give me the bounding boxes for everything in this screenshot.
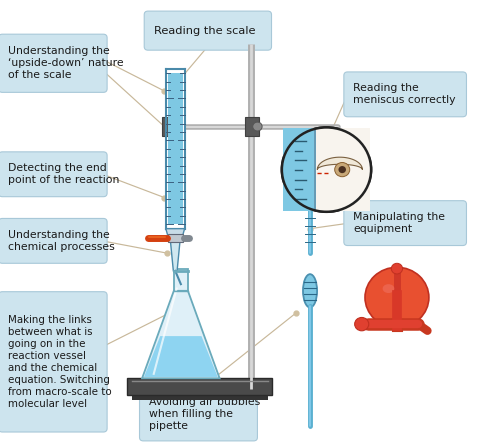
Bar <box>162 117 176 136</box>
Polygon shape <box>142 291 220 378</box>
Circle shape <box>335 163 350 177</box>
Text: Manipulating the
equipment: Manipulating the equipment <box>353 212 445 234</box>
FancyBboxPatch shape <box>140 387 257 441</box>
Ellipse shape <box>303 274 317 308</box>
Bar <box>245 117 259 136</box>
Bar <box>127 378 273 395</box>
FancyBboxPatch shape <box>0 292 107 432</box>
Text: Understanding the
chemical processes: Understanding the chemical processes <box>8 230 115 252</box>
Bar <box>166 69 185 229</box>
Text: Detecting the end
point of the reaction: Detecting the end point of the reaction <box>8 163 120 185</box>
Text: Reading the scale: Reading the scale <box>154 26 255 36</box>
FancyBboxPatch shape <box>344 72 467 117</box>
Text: Avoiding air bubbles
when filling the
pipette: Avoiding air bubbles when filling the pi… <box>149 397 260 431</box>
FancyBboxPatch shape <box>0 34 107 92</box>
Bar <box>283 128 314 211</box>
Polygon shape <box>317 157 362 170</box>
Circle shape <box>338 166 346 173</box>
Polygon shape <box>144 336 218 377</box>
Bar <box>132 394 268 400</box>
Circle shape <box>365 267 429 328</box>
Bar <box>168 73 183 224</box>
Ellipse shape <box>383 284 395 293</box>
Text: Reading the
meniscus correctly: Reading the meniscus correctly <box>353 83 456 105</box>
FancyBboxPatch shape <box>0 152 107 197</box>
Polygon shape <box>170 242 180 271</box>
FancyBboxPatch shape <box>344 201 467 246</box>
Bar <box>174 269 188 291</box>
Circle shape <box>282 127 371 212</box>
Circle shape <box>253 122 262 131</box>
Bar <box>168 234 183 242</box>
Circle shape <box>391 263 403 274</box>
Text: Understanding the
‘upside-down’ nature
of the scale: Understanding the ‘upside-down’ nature o… <box>8 46 124 80</box>
FancyBboxPatch shape <box>144 11 272 50</box>
Text: Making the links
between what is
going on in the
reaction vessel
and the chemica: Making the links between what is going o… <box>8 315 112 409</box>
Polygon shape <box>166 229 185 242</box>
Bar <box>314 128 370 211</box>
Circle shape <box>355 317 369 331</box>
FancyBboxPatch shape <box>0 218 107 263</box>
